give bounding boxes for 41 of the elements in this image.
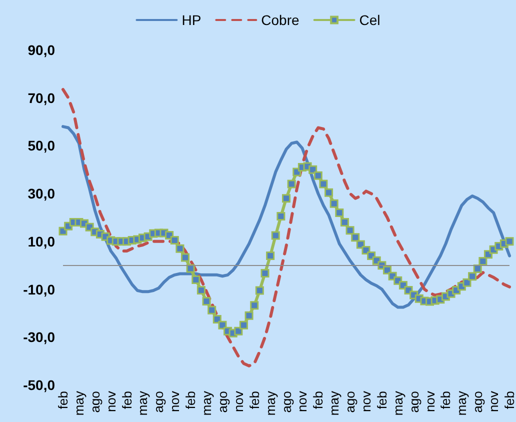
x-tick-label: may [199,390,214,416]
x-tick-label: feb [56,391,70,410]
y-tick-label: 10,0 [28,233,56,250]
x-tick-label: feb [502,391,516,410]
x-tick-label: ago [214,391,230,413]
legend-label: Cobre [261,12,300,28]
x-tick-label: nov [230,390,246,412]
x-tick-label: feb [438,391,454,410]
x-tick-label: ago [151,391,166,413]
x-tick-label: nov [422,390,438,412]
y-tick-label: 30,0 [28,186,56,202]
x-tick-label: feb [310,391,326,410]
x-tick-label: ago [278,391,294,413]
x-tick-label: nov [167,390,182,412]
y-tick-label: 50,0 [28,138,56,154]
y-tick-label: -30,0 [23,329,56,346]
x-tick-label: may [135,390,150,416]
x-tick-label: ago [470,391,486,413]
y-tick-label: -50,0 [23,377,56,393]
x-tick-label: may [454,390,470,416]
x-tick-label: may [390,390,406,416]
x-tick-label: nov [358,390,374,412]
y-tick-label: 70,0 [28,90,56,106]
x-tick-label: feb [246,391,262,410]
legend-label: Cel [359,12,380,28]
x-tick-label: ago [342,391,358,413]
x-tick-label: nov [294,390,310,412]
x-tick-label: nov [103,390,118,412]
x-tick-label: ago [406,391,422,413]
line-series [62,88,511,368]
x-tick-label: nov [486,390,502,412]
x-tick-label: feb [183,391,198,410]
x-tick-label: may [326,390,342,416]
y-tick-label: 90,0 [28,42,56,58]
y-tick-label: -10,0 [23,281,56,298]
legend-label: HP [182,12,202,28]
x-tick-label: may [262,390,278,416]
x-tick-label: feb [374,391,390,410]
x-tick-label: feb [119,391,134,410]
x-tick-label: ago [87,391,102,413]
x-tick-label: may [71,390,86,416]
